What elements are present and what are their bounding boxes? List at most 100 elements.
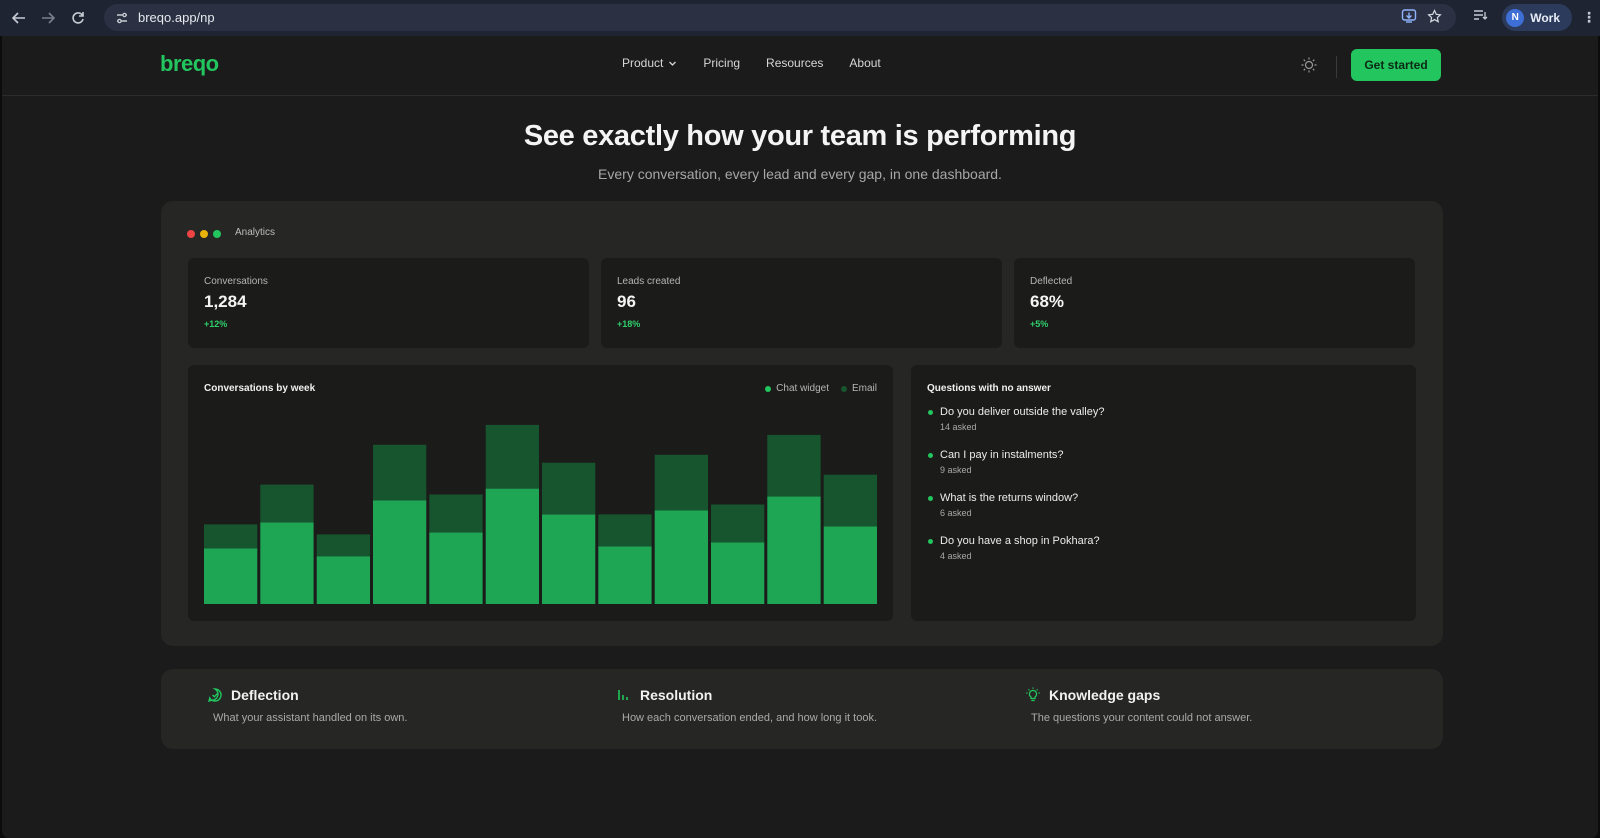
bar-email-week-5 bbox=[429, 494, 483, 533]
question-text: Do you have a shop in Pokhara? bbox=[940, 535, 1100, 547]
questions-list: Do you deliver outside the valley? 14 as… bbox=[927, 406, 1104, 578]
bar-chat-widget-week-1 bbox=[204, 548, 258, 604]
feature-title: Knowledge gaps bbox=[1049, 687, 1161, 703]
nav-about[interactable]: About bbox=[849, 56, 880, 70]
stat-delta: +5% bbox=[1030, 319, 1049, 329]
nav-product[interactable]: Product bbox=[622, 56, 677, 70]
dashboard-title: Analytics bbox=[235, 227, 276, 238]
forward-button[interactable] bbox=[33, 3, 63, 33]
legend-swatch bbox=[840, 385, 847, 392]
window-dot-yellow bbox=[200, 230, 208, 238]
bar-chat-widget-week-7 bbox=[542, 514, 596, 604]
bar-chat-widget-week-10 bbox=[711, 542, 765, 604]
lightbulb-icon bbox=[1026, 687, 1040, 702]
feature-knowledge-gaps: Knowledge gaps The questions your conten… bbox=[1025, 687, 1252, 724]
more-menu-icon[interactable]: ⋮ bbox=[1582, 9, 1596, 25]
bar-chart-icon bbox=[618, 690, 628, 700]
feature-description: The questions your content could not ans… bbox=[1031, 712, 1253, 724]
chart-legend: Chat widget Email bbox=[765, 383, 877, 394]
reload-icon bbox=[72, 12, 84, 24]
stat-label: Leads created bbox=[617, 276, 681, 287]
bar-email-week-3 bbox=[316, 534, 370, 557]
question-text: What is the returns window? bbox=[940, 492, 1079, 504]
chevron-down-icon bbox=[669, 61, 677, 66]
question-item[interactable]: Can I pay in instalments? 9 asked bbox=[927, 449, 1104, 492]
profile-chip[interactable]: N Work bbox=[1502, 4, 1572, 31]
nav-resources-label: Resources bbox=[766, 56, 824, 70]
window-dot-red bbox=[187, 230, 195, 238]
question-asked-count: 9 asked bbox=[940, 465, 972, 475]
nav-product-label: Product bbox=[622, 56, 664, 70]
legend-item-chat-widget: Chat widget bbox=[765, 383, 829, 394]
stat-value: 68% bbox=[1030, 292, 1065, 311]
nav-pricing-label: Pricing bbox=[703, 56, 741, 70]
stat-delta: +12% bbox=[204, 319, 228, 329]
stat-card-deflected: Deflected 68% +5% bbox=[1014, 258, 1415, 348]
nav-pricing[interactable]: Pricing bbox=[703, 56, 740, 70]
question-text: Do you deliver outside the valley? bbox=[940, 406, 1105, 418]
address-bar[interactable]: breqo.app/np bbox=[104, 4, 1456, 31]
chat-check-icon bbox=[208, 688, 222, 702]
question-asked-count: 14 asked bbox=[940, 422, 977, 432]
site-settings-icon[interactable] bbox=[108, 11, 136, 25]
main-nav: Product Pricing Resources About bbox=[622, 56, 907, 70]
unanswered-questions-card: Questions with no answer Do you deliver … bbox=[911, 365, 1416, 621]
bullet-dot bbox=[928, 496, 933, 501]
bar-email-week-6 bbox=[485, 424, 539, 489]
questions-title: Questions with no answer bbox=[927, 383, 1051, 394]
feature-strip: Deflection What your assistant handled o… bbox=[161, 669, 1443, 749]
bar-chat-widget-week-9 bbox=[654, 510, 708, 604]
bar-chat-widget-week-8 bbox=[598, 546, 652, 604]
stat-value: 96 bbox=[617, 292, 636, 311]
nav-resources[interactable]: Resources bbox=[766, 56, 823, 70]
hero-title: See exactly how your team is performing bbox=[523, 120, 1077, 152]
question-item[interactable]: What is the returns window? 6 asked bbox=[927, 492, 1104, 535]
url-text[interactable]: breqo.app/np bbox=[138, 10, 215, 25]
bar-chat-widget-week-2 bbox=[260, 522, 314, 604]
feature-title: Deflection bbox=[231, 687, 299, 703]
question-asked-count: 4 asked bbox=[940, 551, 972, 561]
bar-email-week-7 bbox=[542, 462, 596, 515]
bar-chat-widget-week-12 bbox=[823, 526, 877, 604]
bookmark-star-icon[interactable] bbox=[1427, 8, 1442, 29]
chart-title: Conversations by week bbox=[204, 383, 316, 394]
get-started-button[interactable]: Get started bbox=[1351, 49, 1441, 81]
bar-email-week-4 bbox=[373, 444, 427, 501]
legend-label: Email bbox=[851, 383, 877, 394]
hero-subtitle: Every conversation, every lead and every… bbox=[598, 166, 1002, 182]
stat-card-conversations: Conversations 1,284 +12% bbox=[188, 258, 589, 348]
site-header: breqo Product Pricing Resources About Ge… bbox=[2, 36, 1598, 96]
question-item[interactable]: Do you deliver outside the valley? 14 as… bbox=[927, 406, 1104, 449]
bar-email-week-8 bbox=[598, 514, 652, 547]
reload-button[interactable] bbox=[63, 3, 93, 33]
feature-deflection: Deflection What your assistant handled o… bbox=[207, 687, 407, 724]
question-item[interactable]: Do you have a shop in Pokhara? 4 asked bbox=[927, 535, 1104, 578]
window-dot-green bbox=[213, 230, 221, 238]
browser-toolbar: breqo.app/np N Work ⋮ bbox=[0, 0, 1600, 36]
profile-name: Work bbox=[1530, 10, 1560, 25]
bar-chat-widget-week-3 bbox=[316, 556, 370, 604]
bar-email-week-12 bbox=[823, 474, 877, 527]
install-app-icon[interactable] bbox=[1401, 8, 1417, 29]
stat-value: 1,284 bbox=[204, 292, 247, 311]
page-viewport: breqo Product Pricing Resources About Ge… bbox=[0, 36, 1600, 838]
site-logo[interactable]: breqo bbox=[160, 51, 219, 76]
stacked-bar-chart bbox=[204, 424, 877, 604]
arrow-left-icon bbox=[12, 12, 25, 24]
bullet-dot bbox=[928, 453, 933, 458]
stat-label: Conversations bbox=[204, 276, 268, 287]
stat-card-leads: Leads created 96 +18% bbox=[601, 258, 1002, 348]
bar-email-week-1 bbox=[204, 524, 258, 549]
feature-description: How each conversation ended, and how lon… bbox=[622, 712, 877, 724]
bar-chat-widget-week-5 bbox=[429, 532, 483, 604]
reading-list-icon[interactable] bbox=[1473, 8, 1488, 28]
bullet-dot bbox=[928, 539, 933, 544]
legend-label: Chat widget bbox=[776, 383, 829, 394]
bar-email-week-10 bbox=[711, 504, 765, 543]
sun-icon bbox=[1301, 57, 1317, 73]
feature-description: What your assistant handled on its own. bbox=[213, 712, 408, 724]
avatar: N bbox=[1506, 8, 1525, 27]
back-button[interactable] bbox=[4, 3, 34, 33]
analytics-dashboard-card: Analytics Conversations 1,284 +12% Leads… bbox=[161, 201, 1443, 646]
theme-toggle-button[interactable] bbox=[1300, 56, 1320, 76]
